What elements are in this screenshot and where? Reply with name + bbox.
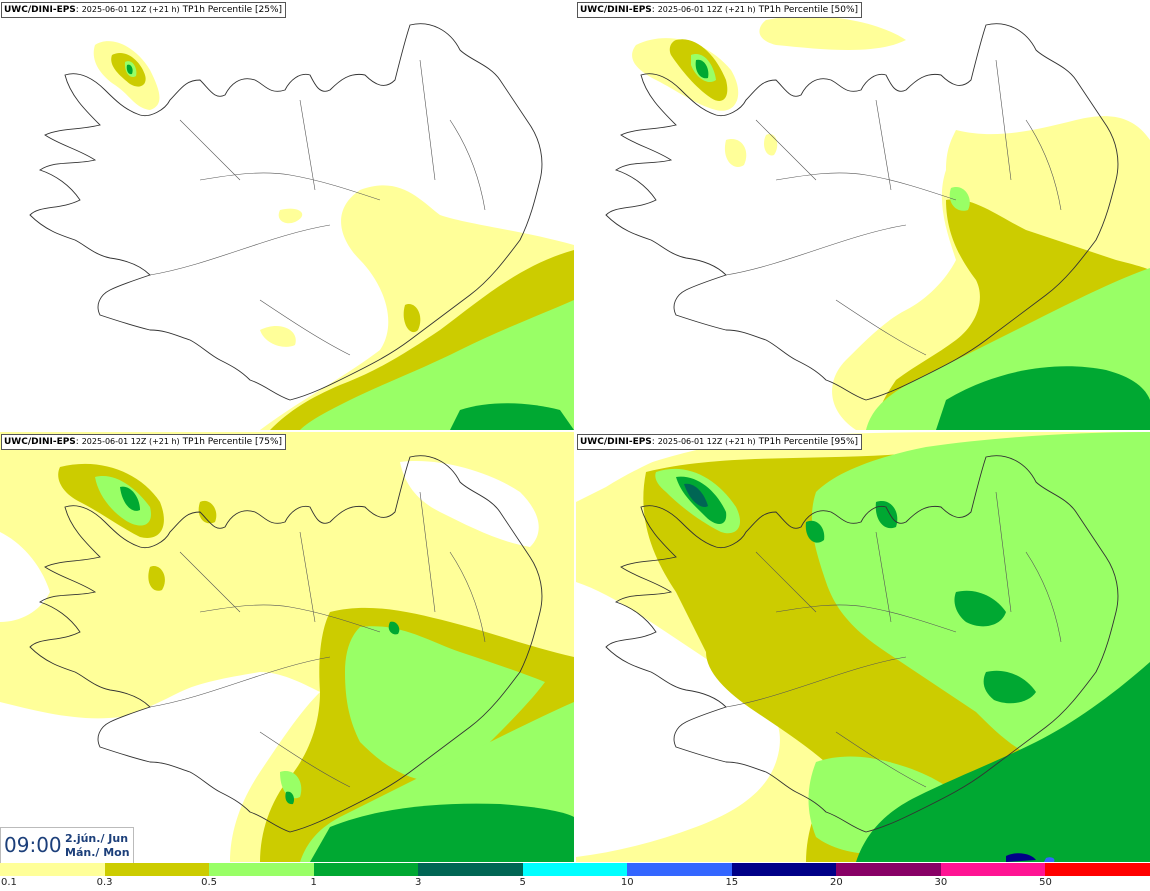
precip-map-p95 <box>576 432 1150 862</box>
run-time: 2025-06-01 12Z (+21 h) <box>81 5 180 14</box>
legend-swatch <box>836 863 942 876</box>
map-panel-p25: UWC/DINI-EPS: 2025-06-01 12Z (+21 h) TP1… <box>0 0 574 430</box>
legend-tick-label: 0.5 <box>201 877 218 888</box>
legend-swatch <box>313 863 419 876</box>
panel-title: UWC/DINI-EPS: 2025-06-01 12Z (+21 h) TP1… <box>577 2 863 18</box>
valid-weekday: Mán./ Mon <box>65 846 130 859</box>
legend-tick-label: 0.1 <box>1 877 17 888</box>
model-name: UWC/DINI-EPS <box>580 5 652 15</box>
field-name: TP1h Percentile [50%] <box>758 5 859 15</box>
legend-swatch <box>1045 863 1150 876</box>
map-panel-p50: UWC/DINI-EPS: 2025-06-01 12Z (+21 h) TP1… <box>576 0 1150 430</box>
valid-hour: 09:00 <box>4 833 62 857</box>
field-name: TP1h Percentile [95%] <box>758 437 859 447</box>
legend-swatch <box>104 863 210 876</box>
run-time: 2025-06-01 12Z (+21 h) <box>657 437 756 446</box>
field-name: TP1h Percentile [25%] <box>182 5 283 15</box>
map-panel-p95: UWC/DINI-EPS: 2025-06-01 12Z (+21 h) TP1… <box>576 432 1150 862</box>
map-panel-p75: UWC/DINI-EPS: 2025-06-01 12Z (+21 h) TP1… <box>0 432 574 862</box>
legend-tick-label: 30 <box>934 877 948 888</box>
legend-swatch <box>522 863 628 876</box>
field-name: TP1h Percentile [75%] <box>182 437 283 447</box>
legend-tick-label: 5 <box>519 877 526 888</box>
model-name: UWC/DINI-EPS <box>4 5 76 15</box>
precip-map-p75 <box>0 432 574 862</box>
precip-map-p25 <box>29 23 574 430</box>
panel-title: UWC/DINI-EPS: 2025-06-01 12Z (+21 h) TP1… <box>1 434 287 450</box>
panel-title: UWC/DINI-EPS: 2025-06-01 12Z (+21 h) TP1… <box>1 2 287 18</box>
legend-swatch <box>418 863 524 876</box>
model-name: UWC/DINI-EPS <box>580 437 652 447</box>
precip-map-p50 <box>605 16 1150 430</box>
legend-tick-label: 15 <box>725 877 739 888</box>
legend-tick-label: 20 <box>829 877 843 888</box>
run-time: 2025-06-01 12Z (+21 h) <box>657 5 756 14</box>
legend-labels: 0.1 0.3 0.5 1 3 5 10 15 20 30 50 <box>0 876 1150 891</box>
legend-swatch <box>0 863 105 876</box>
legend-colorbar <box>0 863 1150 876</box>
legend-swatch <box>731 863 837 876</box>
legend-swatch <box>209 863 315 876</box>
valid-date: 2.jún./ Jun <box>65 832 129 845</box>
valid-time-box: 09:00 2.jún./ Jun Mán./ Mon <box>0 827 134 864</box>
legend-tick-label: 1 <box>310 877 317 888</box>
model-name: UWC/DINI-EPS <box>4 437 76 447</box>
panel-divider-horizontal <box>0 430 1150 432</box>
panel-title: UWC/DINI-EPS: 2025-06-01 12Z (+21 h) TP1… <box>577 434 863 450</box>
legend-tick-label: 50 <box>1039 877 1052 888</box>
legend-swatch <box>940 863 1046 876</box>
legend-tick-label: 3 <box>414 877 422 888</box>
legend-tick-label: 10 <box>620 877 634 888</box>
run-time: 2025-06-01 12Z (+21 h) <box>81 437 180 446</box>
legend-swatch <box>627 863 733 876</box>
legend-tick-label: 0.3 <box>96 877 113 888</box>
